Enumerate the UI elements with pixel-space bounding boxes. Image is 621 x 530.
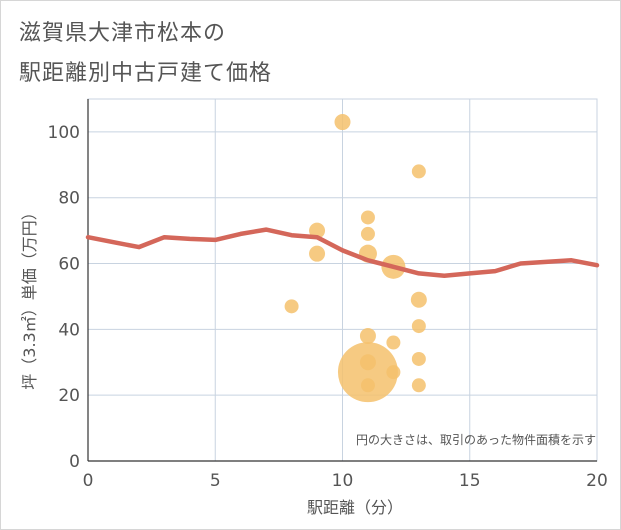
x-axis-title: 駅距離（分） [307,498,403,517]
x-tick-label: 15 [459,471,481,491]
data-point [411,378,426,393]
data-point [284,299,299,314]
data-point [411,351,426,366]
scatter-points [284,114,427,403]
grid [87,98,598,462]
axes [87,99,597,462]
x-tick-label: 10 [332,471,354,491]
data-point [386,335,401,350]
y-axis-title: 坪（3.3㎡）単価（万円） [20,204,39,389]
data-point [360,210,375,225]
tick-labels: 0 5 10 15 20 0 20 40 60 80 100 [48,123,608,491]
trend-line [85,227,600,278]
data-point [359,327,376,344]
data-point [334,114,351,131]
data-point [337,342,398,403]
trend-line-layer [85,227,600,278]
x-tick-label: 0 [83,471,94,491]
y-tick-label: 0 [69,452,80,472]
x-tick-label: 5 [210,471,221,491]
data-point [360,226,375,241]
data-point [359,354,376,371]
data-point [360,378,375,393]
data-point [386,365,401,380]
data-point [410,291,427,308]
y-tick-label: 100 [48,123,80,143]
y-tick-label: 80 [58,189,80,209]
data-point [309,245,326,262]
x-tick-label: 20 [586,471,608,491]
chart-title-line-2: 駅距離別中古戸建て価格 [19,61,273,86]
data-point [411,164,426,179]
data-point [411,319,426,334]
y-tick-label: 60 [58,255,80,275]
y-tick-label: 20 [58,386,80,406]
chart-title-line-1: 滋賀県大津市松本の [19,21,227,46]
y-tick-label: 40 [58,320,80,340]
size-legend-note: 円の大きさは、取引のあった物件面積を示す [356,432,596,447]
